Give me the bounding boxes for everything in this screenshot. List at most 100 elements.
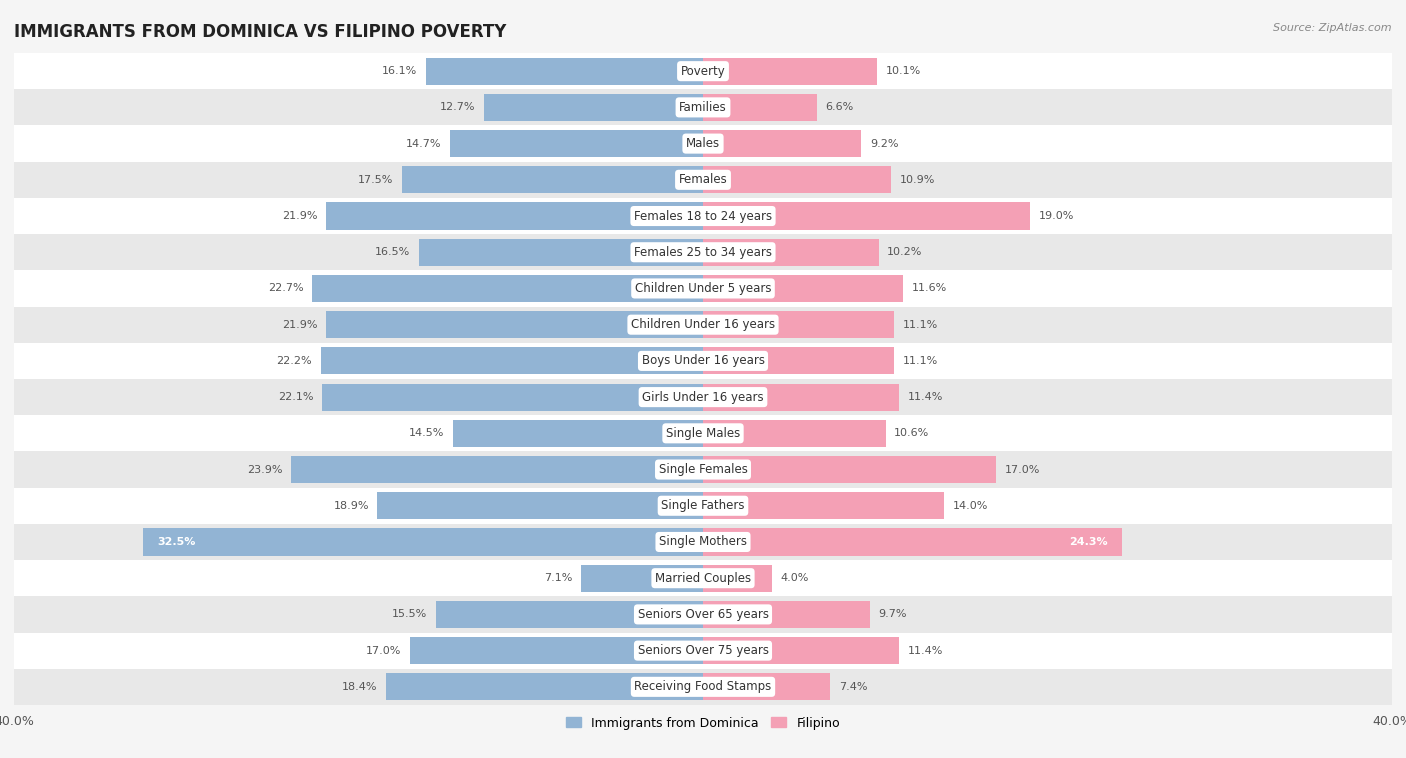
Bar xyxy=(326,311,703,338)
Bar xyxy=(419,239,703,266)
Bar xyxy=(703,528,1122,556)
Bar xyxy=(450,130,703,157)
Bar xyxy=(703,384,900,411)
Bar xyxy=(703,637,900,664)
Bar xyxy=(436,601,703,628)
Bar xyxy=(14,524,1392,560)
Bar xyxy=(14,379,1392,415)
Bar xyxy=(14,306,1392,343)
Text: 7.1%: 7.1% xyxy=(544,573,572,583)
Bar xyxy=(14,271,1392,306)
Text: 18.9%: 18.9% xyxy=(333,501,368,511)
Text: 6.6%: 6.6% xyxy=(825,102,853,112)
Bar xyxy=(14,161,1392,198)
Text: Females 18 to 24 years: Females 18 to 24 years xyxy=(634,209,772,223)
Bar xyxy=(703,239,879,266)
Bar xyxy=(14,452,1392,487)
Text: Children Under 5 years: Children Under 5 years xyxy=(634,282,772,295)
Bar xyxy=(321,347,703,374)
Bar xyxy=(14,198,1392,234)
Text: 24.3%: 24.3% xyxy=(1069,537,1108,547)
Text: Married Couples: Married Couples xyxy=(655,572,751,584)
Bar xyxy=(14,632,1392,669)
Text: Seniors Over 75 years: Seniors Over 75 years xyxy=(637,644,769,657)
Text: Single Mothers: Single Mothers xyxy=(659,535,747,549)
Text: Source: ZipAtlas.com: Source: ZipAtlas.com xyxy=(1274,23,1392,33)
Bar xyxy=(703,420,886,447)
Bar xyxy=(14,669,1392,705)
Bar xyxy=(703,94,817,121)
Bar xyxy=(703,492,945,519)
Text: 23.9%: 23.9% xyxy=(247,465,283,475)
Bar xyxy=(14,487,1392,524)
Bar xyxy=(484,94,703,121)
Text: 7.4%: 7.4% xyxy=(839,682,868,692)
Text: 14.7%: 14.7% xyxy=(406,139,441,149)
Text: 11.4%: 11.4% xyxy=(908,646,943,656)
Text: 21.9%: 21.9% xyxy=(281,211,318,221)
Text: 14.0%: 14.0% xyxy=(953,501,988,511)
Text: 9.2%: 9.2% xyxy=(870,139,898,149)
Text: 22.1%: 22.1% xyxy=(278,392,314,402)
Text: Single Fathers: Single Fathers xyxy=(661,500,745,512)
Bar xyxy=(703,601,870,628)
Bar xyxy=(703,202,1031,230)
Bar xyxy=(14,415,1392,452)
Legend: Immigrants from Dominica, Filipino: Immigrants from Dominica, Filipino xyxy=(561,712,845,735)
Text: 10.6%: 10.6% xyxy=(894,428,929,438)
Bar xyxy=(143,528,703,556)
Text: Single Females: Single Females xyxy=(658,463,748,476)
Bar xyxy=(703,456,995,483)
Text: 22.2%: 22.2% xyxy=(277,356,312,366)
Bar xyxy=(411,637,703,664)
Text: Poverty: Poverty xyxy=(681,64,725,77)
Bar xyxy=(703,311,894,338)
Text: 11.6%: 11.6% xyxy=(911,283,946,293)
Bar xyxy=(14,53,1392,89)
Bar xyxy=(703,347,894,374)
Text: 10.1%: 10.1% xyxy=(886,66,921,76)
Bar xyxy=(703,275,903,302)
Text: 18.4%: 18.4% xyxy=(342,682,377,692)
Text: 11.1%: 11.1% xyxy=(903,320,938,330)
Bar xyxy=(387,673,703,700)
Text: Females: Females xyxy=(679,174,727,186)
Bar xyxy=(703,166,891,193)
Bar xyxy=(14,89,1392,126)
Text: 16.1%: 16.1% xyxy=(382,66,418,76)
Text: Families: Families xyxy=(679,101,727,114)
Bar xyxy=(14,126,1392,161)
Text: 12.7%: 12.7% xyxy=(440,102,475,112)
Bar xyxy=(453,420,703,447)
Bar xyxy=(14,343,1392,379)
Text: 14.5%: 14.5% xyxy=(409,428,444,438)
Text: IMMIGRANTS FROM DOMINICA VS FILIPINO POVERTY: IMMIGRANTS FROM DOMINICA VS FILIPINO POV… xyxy=(14,23,506,41)
Text: Boys Under 16 years: Boys Under 16 years xyxy=(641,355,765,368)
Text: 21.9%: 21.9% xyxy=(281,320,318,330)
Text: 4.0%: 4.0% xyxy=(780,573,808,583)
Bar xyxy=(291,456,703,483)
Bar xyxy=(703,565,772,592)
Text: 32.5%: 32.5% xyxy=(157,537,195,547)
Bar xyxy=(14,597,1392,632)
Text: Single Males: Single Males xyxy=(666,427,740,440)
Text: 10.2%: 10.2% xyxy=(887,247,922,257)
Text: 19.0%: 19.0% xyxy=(1039,211,1074,221)
Text: Males: Males xyxy=(686,137,720,150)
Text: 9.7%: 9.7% xyxy=(879,609,907,619)
Text: 22.7%: 22.7% xyxy=(267,283,304,293)
Bar xyxy=(703,130,862,157)
Bar xyxy=(703,673,831,700)
Text: 17.0%: 17.0% xyxy=(366,646,402,656)
Text: 15.5%: 15.5% xyxy=(392,609,427,619)
Text: 11.1%: 11.1% xyxy=(903,356,938,366)
Bar xyxy=(326,202,703,230)
Text: 11.4%: 11.4% xyxy=(908,392,943,402)
Bar xyxy=(703,58,877,85)
Bar xyxy=(377,492,703,519)
Text: Seniors Over 65 years: Seniors Over 65 years xyxy=(637,608,769,621)
Bar xyxy=(402,166,703,193)
Bar xyxy=(14,560,1392,597)
Bar xyxy=(322,384,703,411)
Text: 17.5%: 17.5% xyxy=(357,175,392,185)
